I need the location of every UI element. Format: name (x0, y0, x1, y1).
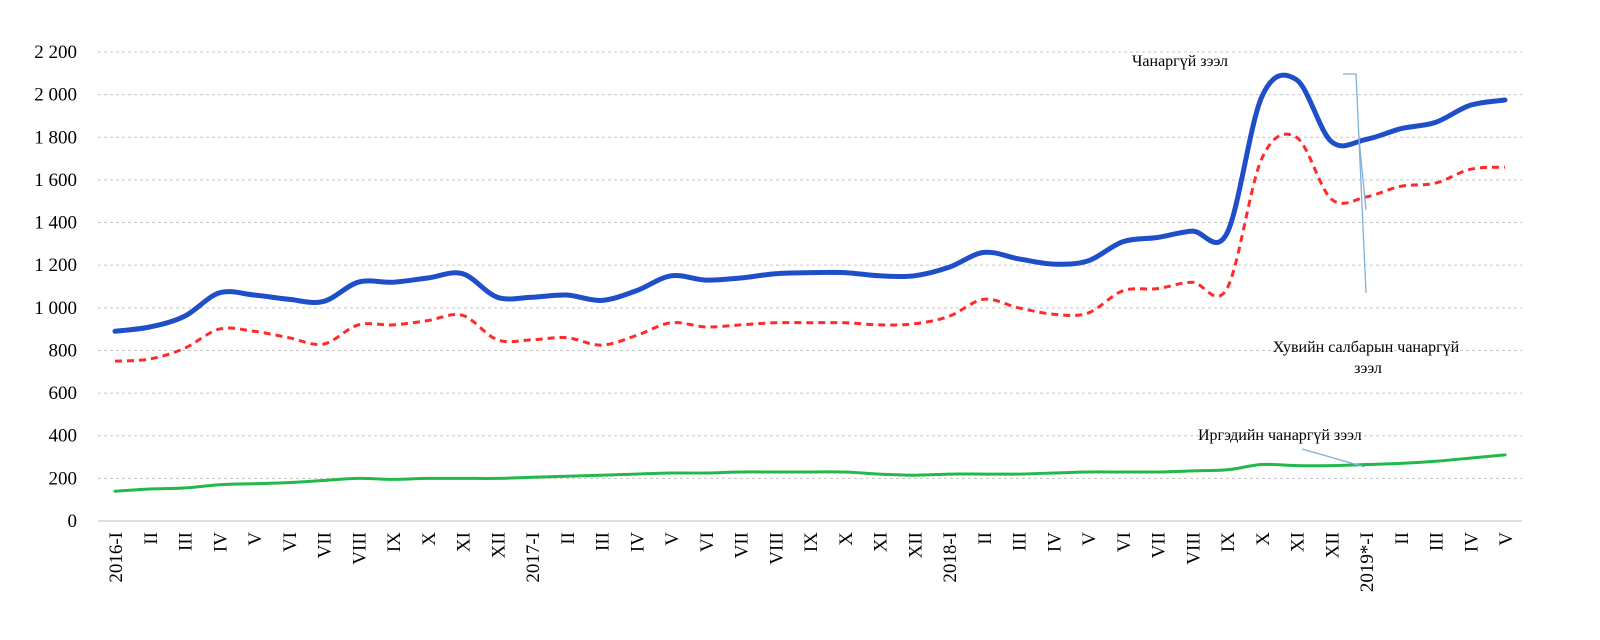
x-tick-label: VII (732, 532, 753, 558)
y-tick-label: 2 000 (34, 85, 77, 106)
x-tick-label: III (1427, 532, 1448, 551)
x-tick-label: VI (697, 532, 718, 552)
x-tick-label: XI (871, 532, 892, 552)
series-line-household (113, 453, 1507, 493)
y-tick-label: 2 200 (34, 42, 77, 63)
x-tick-label: VI (280, 532, 301, 552)
gridlines (98, 51, 1522, 479)
x-tick-label: IX (1218, 532, 1239, 552)
x-tick-label: XI (454, 532, 475, 552)
leader-line-total (1343, 73, 1367, 294)
x-tick-label: V (662, 532, 683, 546)
x-tick-label: XII (488, 532, 509, 558)
y-tick-label: 1 800 (34, 127, 77, 148)
x-tick-label: 2019*-I (1357, 532, 1378, 592)
y-tick-label: 400 (49, 426, 78, 447)
x-tick-label: XII (1322, 532, 1343, 558)
x-tick-label: III (176, 532, 197, 551)
series-label-household: Иргэдийн чанаргүй зээл (1198, 427, 1362, 444)
x-tick-label: 2016-I (106, 532, 127, 583)
series-line-private (114, 132, 1506, 363)
x-tick-label: X (1253, 532, 1274, 546)
x-tick-label: III (593, 532, 614, 551)
x-tick-label: XII (905, 532, 926, 558)
x-tick-label: II (1392, 532, 1413, 545)
x-tick-label: VIII (1183, 532, 1204, 565)
x-tick-label: X (836, 532, 857, 546)
x-axis-ticks: 2016-I II III IV V VI VII VIII IX X XI XII 2017-I II I… (106, 532, 1517, 592)
x-tick-label: V (245, 532, 266, 546)
x-tick-label: II (558, 532, 579, 545)
x-tick-label: VIII (766, 532, 787, 565)
y-tick-label: 1 600 (34, 170, 77, 191)
x-tick-label: IV (210, 532, 231, 552)
x-tick-label: V (1079, 532, 1100, 546)
x-tick-label: VI (1114, 532, 1135, 552)
y-tick-label: 200 (49, 468, 78, 489)
x-tick-label: IX (801, 532, 822, 552)
y-tick-label: 1 000 (34, 298, 77, 319)
x-tick-label: IV (1044, 532, 1065, 552)
x-tick-label: VII (315, 532, 336, 558)
x-tick-label: X (419, 532, 440, 546)
x-tick-label: IV (1461, 532, 1482, 552)
y-tick-label: 1 200 (34, 255, 77, 276)
y-tick-label: 0 (68, 511, 78, 532)
leader-line-household (1301, 448, 1366, 468)
x-tick-label: II (975, 532, 996, 545)
x-tick-label: VIII (349, 532, 370, 565)
x-tick-label: IV (627, 532, 648, 552)
series-line-total (112, 72, 1508, 334)
x-tick-label: XI (1288, 532, 1309, 552)
x-tick-label: V (1496, 532, 1517, 546)
x-tick-label: II (141, 532, 162, 545)
y-tick-label: 600 (49, 383, 78, 404)
series-label-total: Чанаргүй зээл (1132, 53, 1228, 70)
y-axis-ticks: 0 200 400 600 800 1 000 1 200 1 400 1 600 1 800 2 … (34, 42, 77, 532)
x-tick-label: 2017-I (523, 532, 544, 583)
x-tick-label: 2018-I (940, 532, 961, 583)
series-lines (112, 72, 1508, 493)
y-tick-label: 800 (49, 340, 78, 361)
leader-line-private (1358, 138, 1367, 211)
series-label-private: Хувийн салбарын чанаргүй зээл (1273, 339, 1463, 377)
x-tick-label: VII (1149, 532, 1170, 558)
x-tick-label: III (1010, 532, 1031, 551)
y-tick-label: 1 400 (34, 213, 77, 234)
x-tick-label: IX (384, 532, 405, 552)
